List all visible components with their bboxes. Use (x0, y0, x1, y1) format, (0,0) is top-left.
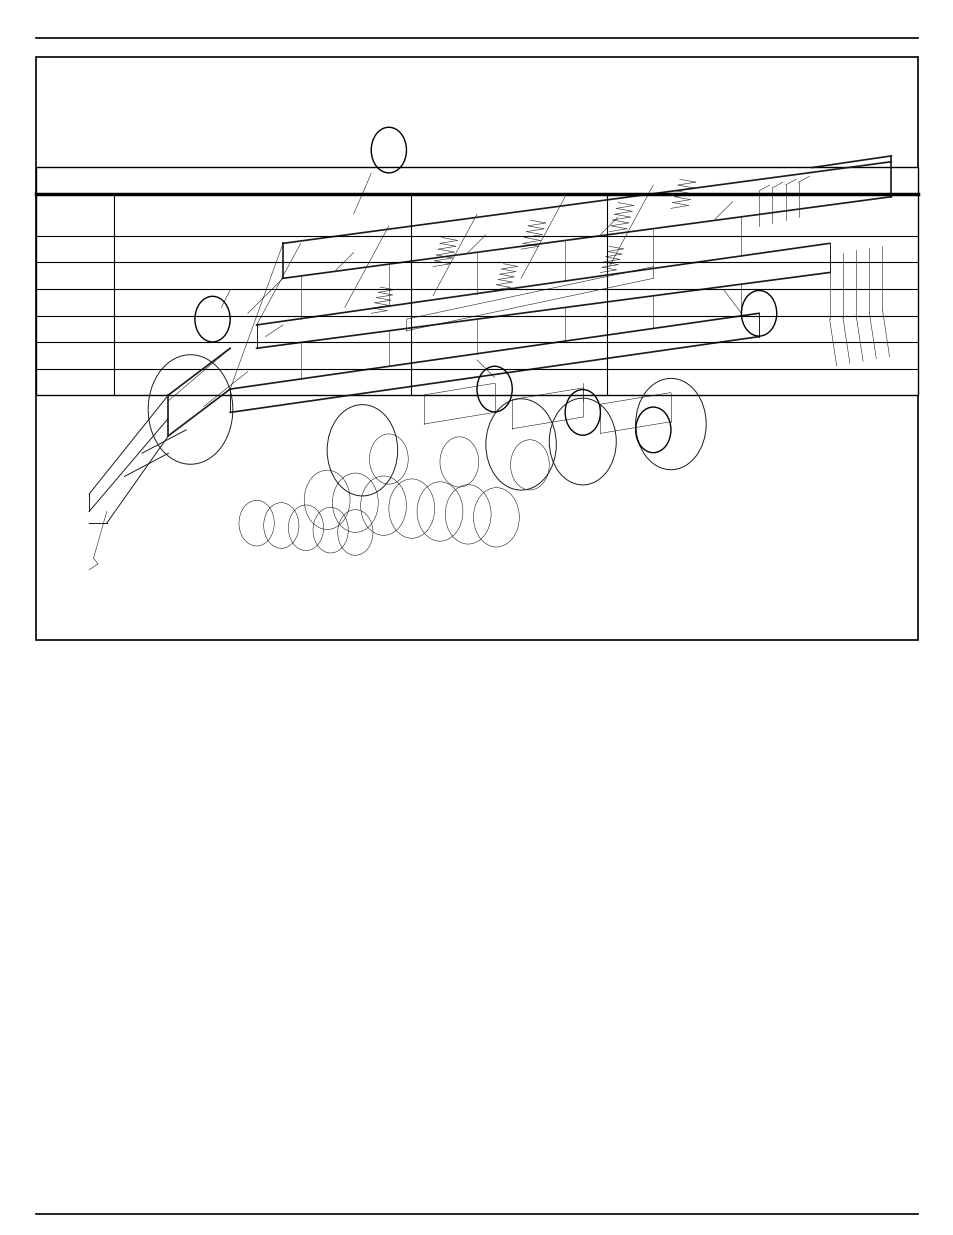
Bar (36, 167, 917, 395)
Bar (36, 57, 917, 640)
